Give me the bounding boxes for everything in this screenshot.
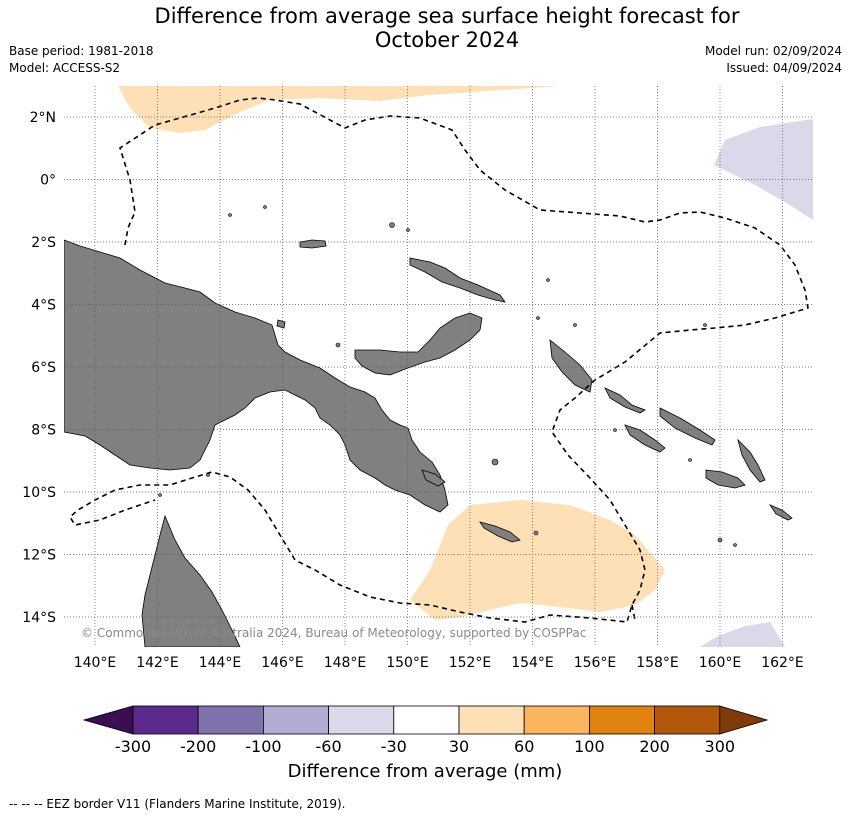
island [406, 228, 410, 232]
island [263, 205, 267, 209]
lat-tick-label: 12°S [22, 548, 56, 564]
colorbar-tick-label: 200 [639, 737, 670, 756]
title-line-2: October 2024 [374, 28, 520, 52]
colorbar-tick-label: 30 [448, 737, 470, 756]
lon-tick-label: 144°E [199, 655, 242, 671]
eez-legend-note: -- -- -- EEZ border V11 (Flanders Marine… [9, 797, 346, 811]
island [613, 428, 617, 432]
island [533, 530, 539, 536]
colorbar-segment [132, 705, 199, 735]
colorbar-segment [458, 705, 525, 735]
lon-tick-label: 162°E [761, 655, 804, 671]
lon-tick-label: 142°E [136, 655, 179, 671]
meta-left: Base period: 1981-2018 Model: ACCESS-S2 [9, 43, 154, 77]
land-choiseul [604, 387, 646, 414]
land-makira [768, 504, 793, 521]
land-new-guinea [64, 239, 449, 513]
land-bougainville [549, 339, 593, 393]
anomaly-negative-southeast [700, 622, 785, 647]
colorbar-segment [328, 705, 395, 735]
island [158, 493, 162, 497]
land-umboi [276, 319, 286, 329]
island [536, 316, 540, 320]
lon-tick-label: 148°E [324, 655, 367, 671]
lat-tick-label: 2°S [31, 235, 56, 251]
copyright-text: © Commonwealth of Australia 2024, Bureau… [81, 626, 586, 640]
land-cape-york [141, 514, 241, 647]
land-manus [299, 239, 327, 249]
lon-tick-label: 140°E [74, 655, 117, 671]
lon-tick-label: 154°E [511, 655, 554, 671]
issued-text: Issued: 04/09/2024 [726, 61, 842, 75]
meta-right: Model run: 02/09/2024 Issued: 04/09/2024 [705, 43, 842, 77]
island [335, 342, 341, 348]
lon-tick-label: 150°E [386, 655, 429, 671]
model-run-text: Model run: 02/09/2024 [704, 44, 842, 58]
eez-border-solomons [631, 604, 636, 621]
colorbar-tick-label: 60 [514, 737, 535, 756]
colorbar-segment [589, 705, 656, 735]
lat-tick-label: 14°S [22, 610, 56, 626]
lat-tick-label: 8°S [31, 423, 56, 439]
land-new-georgia [624, 424, 666, 453]
land-louisiade [479, 521, 521, 543]
lat-tick-label: 4°S [31, 298, 56, 314]
lon-tick-label: 152°E [449, 655, 492, 671]
island [733, 543, 737, 547]
lat-tick-label: 2°N [30, 110, 56, 126]
colorbar-tick-label: -30 [380, 737, 407, 756]
colorbar-tick-label: -60 [315, 737, 342, 756]
colorbar-segment [523, 705, 590, 735]
chart-title: Difference from average sea surface heig… [0, 4, 850, 52]
anomaly-negative-east [714, 119, 813, 220]
land-new-ireland [409, 257, 506, 303]
colorbar-segment [197, 705, 264, 735]
base-period-text: Base period: 1981-2018 [9, 44, 154, 58]
land-new-britain [354, 312, 483, 376]
colorbar-tick-label: 100 [574, 737, 605, 756]
land-guadalcanal [705, 469, 746, 489]
lon-tick-label: 156°E [574, 655, 617, 671]
island [546, 278, 550, 282]
island [688, 458, 692, 462]
anomaly-positive-south [410, 500, 665, 620]
colorbar-tick-label: -200 [180, 737, 217, 756]
colorbar-segment [262, 705, 329, 735]
island [389, 222, 395, 228]
colorbar [82, 705, 769, 735]
eez-border-png [68, 97, 809, 623]
title-line-1: Difference from average sea surface heig… [154, 4, 740, 28]
anomaly-positive-north [118, 86, 560, 133]
colorbar-extend-high [719, 705, 769, 735]
island [573, 323, 577, 327]
lat-tick-label: 0° [40, 173, 56, 189]
land-dentrecasteaux [421, 469, 446, 487]
colorbar-tick-label: -100 [245, 737, 282, 756]
lat-tick-label: 10°S [22, 485, 56, 501]
lon-tick-label: 158°E [636, 655, 679, 671]
colorbar-extend-low [82, 705, 134, 735]
island [703, 323, 707, 327]
lat-tick-label: 6°S [31, 360, 56, 376]
island [491, 458, 499, 466]
model-text: Model: ACCESS-S2 [9, 61, 121, 75]
lon-tick-label: 160°E [699, 655, 742, 671]
land-santa-isabel [659, 407, 716, 446]
colorbar-tick-label: -300 [114, 737, 152, 756]
colorbar-label: Difference from average (mm) [287, 761, 563, 782]
lon-tick-label: 146°E [261, 655, 304, 671]
colorbar-segment [393, 705, 460, 735]
island [228, 213, 232, 217]
land-malaita [737, 438, 766, 483]
colorbar-segment [654, 705, 721, 735]
colorbar-tick-label: 300 [704, 737, 736, 756]
